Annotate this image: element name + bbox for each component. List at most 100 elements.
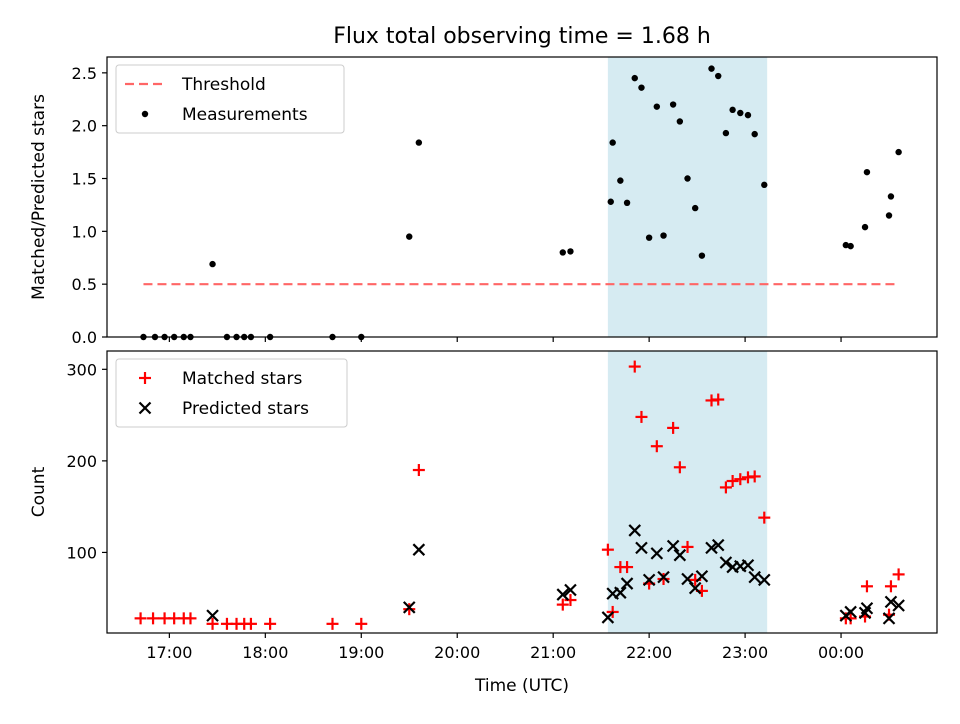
data-point: [657, 570, 670, 584]
x-tick-label: 21:00: [530, 643, 576, 662]
data-point: [184, 612, 197, 625]
bottom-panel: 100 200 300 17:00 18:00 19:00 20:00 21:00 22:00 2…: [29, 350, 938, 662]
data-point: [711, 538, 725, 552]
shaded-span: [607, 351, 768, 633]
data-point: [860, 602, 874, 615]
data-point: [617, 177, 624, 184]
data-point: [567, 248, 574, 255]
data-point: [734, 473, 747, 486]
x-tick-label: 17:00: [146, 643, 192, 662]
data-point: [708, 65, 715, 72]
legend-label: Predicted stars: [182, 399, 309, 419]
data-point: [601, 611, 615, 624]
data-point: [635, 541, 648, 555]
data-point: [653, 103, 661, 110]
data-point: [669, 101, 677, 108]
legend: Matched stars Predicted stars: [115, 358, 348, 428]
y-axis-label: Count: [29, 466, 49, 517]
data-point: [631, 74, 638, 82]
data-point: [134, 612, 147, 625]
data-point: [684, 175, 691, 182]
data-point: [621, 561, 634, 574]
data-point: [885, 212, 893, 219]
data-point: [406, 233, 413, 240]
data-point: [402, 601, 416, 614]
data-point: [722, 129, 730, 137]
data-point: [147, 612, 160, 625]
legend-label: Measurements: [182, 105, 308, 125]
data-point: [695, 569, 709, 583]
data-point: [847, 242, 854, 250]
data-point: [614, 586, 627, 599]
y-tick-label: 200: [66, 452, 97, 471]
data-point: [244, 617, 257, 630]
data-point: [861, 223, 869, 231]
data-point: [691, 204, 699, 212]
data-point: [620, 577, 634, 590]
data-point: [657, 572, 670, 585]
data-point: [642, 573, 656, 587]
data-point: [650, 440, 663, 453]
data-point: [715, 72, 722, 80]
series-matched-stars: [134, 360, 905, 630]
x-tick-label: 18:00: [242, 643, 288, 662]
data-point: [884, 580, 897, 593]
data-point: [673, 461, 686, 474]
y-tick-label: 1.0: [72, 222, 97, 241]
data-point: [601, 543, 614, 556]
data-point: [698, 252, 706, 259]
top-panel: 0.0 0.5 1.0 1.5 2.0 2.5 Matched/Predicted star…: [29, 56, 938, 347]
x-tick-label: 00:00: [818, 643, 864, 662]
data-point: [681, 540, 694, 553]
data-point: [844, 612, 857, 625]
data-point: [751, 130, 758, 138]
data-point: [206, 617, 219, 630]
data-point: [892, 599, 905, 612]
data-point: [737, 109, 744, 117]
data-point: [326, 617, 339, 630]
data-point: [741, 558, 755, 572]
data-point: [860, 580, 873, 593]
data-point: [748, 570, 761, 584]
data-point: [748, 470, 761, 483]
legend-marker: [139, 372, 151, 384]
data-point: [842, 241, 850, 249]
data-point: [884, 595, 898, 609]
data-point: [628, 524, 642, 537]
y-tick-label: 1.5: [72, 170, 97, 189]
data-point: [628, 360, 641, 373]
data-point: [415, 139, 423, 146]
data-point: [761, 181, 768, 189]
data-point: [355, 617, 368, 630]
data-point: [209, 260, 216, 268]
data-point: [712, 393, 725, 406]
y-tick-label: 2.0: [72, 117, 97, 136]
axes-frame: [106, 56, 938, 338]
data-point: [607, 198, 614, 205]
data-point: [705, 541, 718, 555]
data-point: [758, 573, 771, 587]
data-point: [609, 139, 616, 146]
series-predicted-stars: [206, 524, 905, 625]
data-point: [844, 605, 857, 619]
x-tick-label: 19:00: [338, 643, 384, 662]
data-point: [556, 598, 569, 611]
y-tick-label: 2.5: [72, 64, 97, 83]
data-point: [635, 410, 648, 423]
chart-title: Flux total observing time = 1.68 h: [333, 24, 711, 49]
shaded-span: [607, 57, 768, 337]
y-tick-label: 0.5: [72, 275, 97, 294]
x-axis-label: Time (UTC): [474, 676, 569, 696]
legend-label: Matched stars: [182, 369, 302, 389]
data-point: [403, 603, 416, 616]
data-point: [667, 421, 680, 434]
data-point: [264, 617, 277, 630]
data-point: [726, 475, 739, 488]
data-point: [882, 612, 896, 625]
x-tick-label: 22:00: [626, 643, 672, 662]
data-point: [623, 199, 631, 207]
y-tick-label: 300: [66, 360, 97, 379]
data-point: [564, 583, 577, 597]
